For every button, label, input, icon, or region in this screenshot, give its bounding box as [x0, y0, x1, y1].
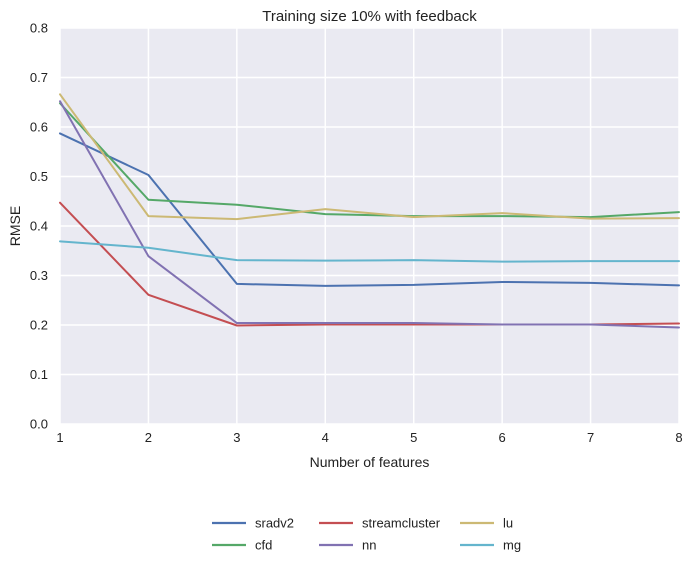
chart-title: Training size 10% with feedback	[262, 8, 477, 25]
x-tick-label: 3	[233, 430, 240, 445]
legend-label: streamcluster	[362, 516, 441, 531]
legend-item-sradv2: sradv2	[212, 516, 294, 531]
legend-label: nn	[362, 538, 376, 553]
x-tick-label: 5	[410, 430, 417, 445]
x-tick-label: 4	[322, 430, 329, 445]
legend-label: mg	[503, 538, 521, 553]
x-tick-label: 7	[587, 430, 594, 445]
y-tick-label: 0.1	[30, 367, 48, 382]
series-line-lu	[59, 93, 680, 221]
legend-item-cfd: cfd	[212, 538, 272, 553]
y-tick-label: 0.7	[30, 70, 48, 85]
legend-label: lu	[503, 516, 513, 531]
legend-item-nn: nn	[319, 538, 376, 553]
y-tick-label: 0.8	[30, 21, 48, 36]
x-tick-label: 6	[499, 430, 506, 445]
series-lines	[59, 93, 680, 329]
y-tick-label: 0.6	[30, 120, 48, 135]
x-tick-label: 8	[675, 430, 682, 445]
x-tick-label: 2	[145, 430, 152, 445]
x-axis-label: Number of features	[310, 454, 430, 470]
y-tick-label: 0.3	[30, 268, 48, 283]
legend: sradv2 cfd streamcluster nn lu mg	[212, 516, 521, 553]
y-tick-labels: 0.0 0.1 0.2 0.3 0.4 0.5 0.6 0.7 0.8	[30, 21, 48, 432]
series-line-nn	[59, 100, 680, 329]
series-line-sradv2	[59, 132, 680, 287]
legend-item-mg: mg	[460, 538, 521, 553]
x-tick-label: 1	[56, 430, 63, 445]
legend-item-lu: lu	[460, 516, 513, 531]
legend-label: cfd	[255, 538, 272, 553]
y-tick-label: 0.0	[30, 417, 48, 432]
legend-label: sradv2	[255, 516, 294, 531]
y-tick-label: 0.5	[30, 169, 48, 184]
legend-item-streamcluster: streamcluster	[319, 516, 441, 531]
x-tick-labels: 1 2 3 4 5 6 7 8	[56, 430, 682, 445]
y-tick-label: 0.4	[30, 219, 48, 234]
series-line-mg	[59, 240, 680, 263]
y-axis-label: RMSE	[7, 206, 23, 246]
y-tick-label: 0.2	[30, 318, 48, 333]
